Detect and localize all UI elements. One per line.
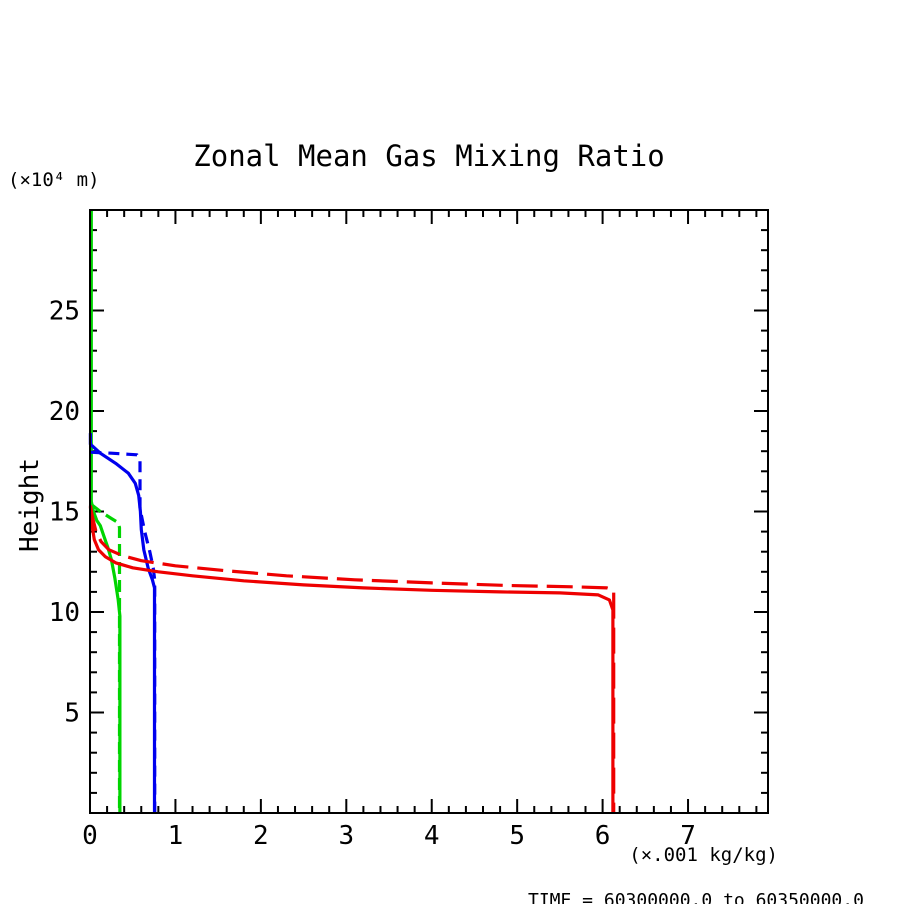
x-tick-label: 6 [595, 821, 611, 851]
x-tick-label: 7 [680, 821, 696, 851]
series-blue-solid [88, 433, 157, 813]
x-tick-label: 0 [82, 821, 98, 851]
y-tick-label: 20 [49, 397, 80, 427]
y-tick-label: 15 [49, 498, 80, 528]
y-tick-label: 5 [64, 699, 80, 729]
y-axis-unit-label: (×10⁴ m) [8, 169, 100, 191]
x-tick-label: 1 [168, 821, 184, 851]
y-tick-label: 10 [49, 598, 80, 628]
x-tick-label: 3 [338, 821, 354, 851]
y-tick-label: 25 [49, 297, 80, 327]
y-axis-label: Height [15, 458, 45, 552]
x-tick-label: 2 [253, 821, 269, 851]
x-axis-label: (×.001 kg/kg) [629, 844, 778, 866]
series-green-dashed [90, 503, 122, 813]
x-tick-label: 5 [509, 821, 525, 851]
data-series [88, 210, 616, 813]
x-tick-label: 4 [424, 821, 440, 851]
axis-ticks [89, 209, 768, 814]
series-blue-dashed [90, 450, 157, 813]
tick-labels: 0 1 2 3 4 5 6 7 5 10 15 20 25 [49, 297, 696, 852]
series-red-solid [88, 506, 615, 813]
time-annotation: TIME = 60300000.0 to 60350000.0 [528, 890, 864, 904]
plot-frame [89, 209, 769, 814]
chart-title: Zonal Mean Gas Mixing Ratio [193, 139, 664, 173]
series-red-dashed [88, 505, 616, 813]
